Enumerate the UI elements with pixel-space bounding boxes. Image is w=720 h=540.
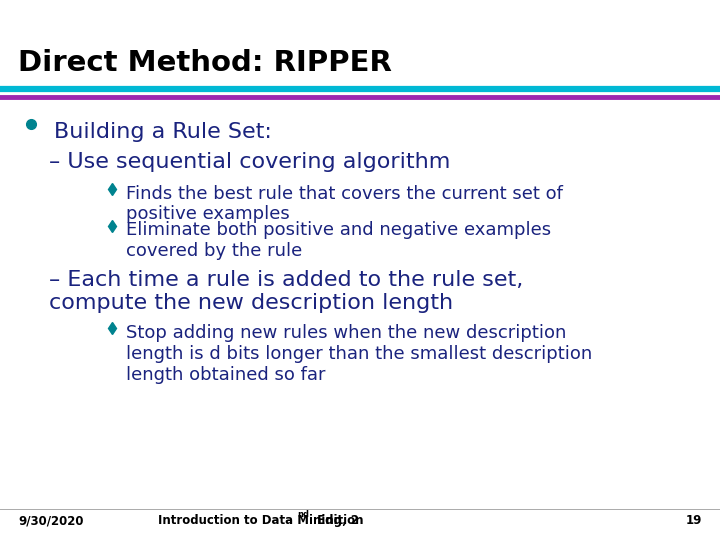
Text: Direct Method: RIPPER: Direct Method: RIPPER	[18, 49, 392, 77]
Text: Finds the best rule that covers the current set of
positive examples: Finds the best rule that covers the curr…	[126, 185, 563, 224]
Text: nd: nd	[297, 510, 310, 519]
Text: Introduction to Data Mining, 2: Introduction to Data Mining, 2	[158, 514, 359, 527]
Text: 19: 19	[685, 514, 702, 527]
Text: Edition: Edition	[313, 514, 364, 527]
Text: Eliminate both positive and negative examples
covered by the rule: Eliminate both positive and negative exa…	[126, 221, 551, 260]
Text: Building a Rule Set:: Building a Rule Set:	[54, 122, 272, 141]
Text: – Use sequential covering algorithm: – Use sequential covering algorithm	[49, 152, 450, 172]
Text: 9/30/2020: 9/30/2020	[18, 514, 84, 527]
Text: – Each time a rule is added to the rule set,
compute the new description length: – Each time a rule is added to the rule …	[49, 270, 523, 313]
Text: Stop adding new rules when the new description
length is d bits longer than the : Stop adding new rules when the new descr…	[126, 324, 593, 383]
